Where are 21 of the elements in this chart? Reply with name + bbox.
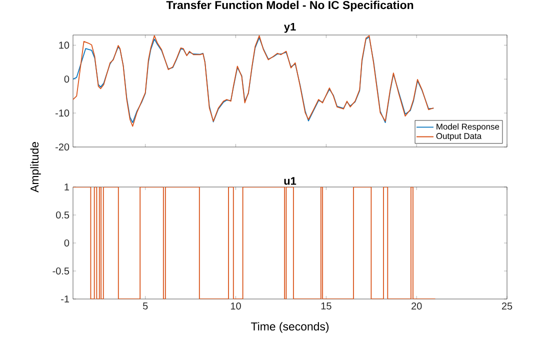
x-tick-label: 10 [230, 302, 241, 310]
y-tick-label: 1 [64, 184, 70, 190]
legend-label: Output Data [436, 133, 482, 141]
y-tick-label: 10 [59, 42, 70, 49]
x-tick-label: 25 [502, 302, 512, 310]
y-tick-label: -0.5 [52, 267, 70, 275]
y-tick-label: -10 [56, 110, 70, 117]
x-tick-label: 5 [142, 302, 148, 310]
x-tick-label: 20 [412, 302, 422, 310]
y-tick-label: 0.5 [56, 211, 70, 219]
legend-label: Model Response [436, 123, 500, 132]
x-tick-label: 15 [321, 302, 332, 310]
y-tick-label: -1 [61, 296, 70, 302]
y-tick-label: -20 [56, 143, 70, 151]
chart-subtitle: y1 [284, 22, 296, 33]
y-axis-title: Amplitude [30, 142, 41, 192]
y-tick-label: 0 [64, 76, 70, 83]
chart-title: Transfer Function Model - No IC Specification [166, 0, 414, 12]
y-tick-label: 0 [64, 239, 70, 247]
chart-title: u1 [284, 177, 296, 185]
x-axis-title: Time (seconds) [250, 322, 329, 333]
